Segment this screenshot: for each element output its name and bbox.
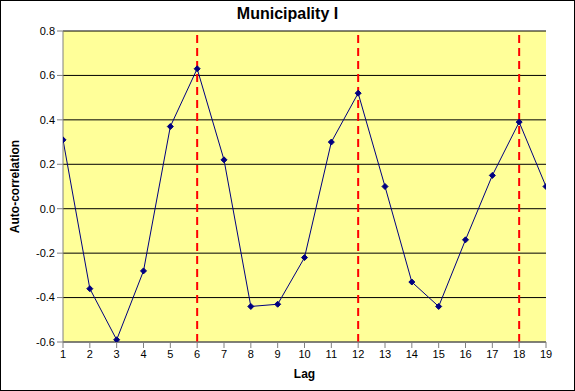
svg-text:18: 18 (513, 348, 525, 360)
svg-text:17: 17 (486, 348, 498, 360)
svg-text:-0.2: -0.2 (36, 247, 55, 259)
svg-text:13: 13 (379, 348, 391, 360)
svg-text:0.8: 0.8 (40, 25, 55, 37)
svg-text:3: 3 (114, 348, 120, 360)
svg-text:10: 10 (298, 348, 310, 360)
svg-text:15: 15 (433, 348, 445, 360)
svg-text:Lag: Lag (294, 367, 315, 381)
svg-text:-0.6: -0.6 (36, 336, 55, 348)
svg-text:-0.4: -0.4 (36, 291, 55, 303)
svg-text:4: 4 (140, 348, 146, 360)
svg-text:12: 12 (352, 348, 364, 360)
html-text:Municipality I: Municipality I (236, 5, 339, 22)
svg-text:7: 7 (221, 348, 227, 360)
svg-text:0.4: 0.4 (40, 114, 55, 126)
svg-text:0.6: 0.6 (40, 69, 55, 81)
svg-text:1: 1 (60, 348, 66, 360)
svg-text:5: 5 (167, 348, 173, 360)
svg-text:Auto-correlation: Auto-correlation (8, 140, 22, 233)
svg-text:6: 6 (194, 348, 200, 360)
svg-text:16: 16 (459, 348, 471, 360)
svg-text:9: 9 (275, 348, 281, 360)
svg-text:19: 19 (540, 348, 552, 360)
svg-text:11: 11 (326, 348, 337, 360)
svg-text:0.0: 0.0 (40, 203, 55, 215)
svg-text:2: 2 (87, 348, 93, 360)
svg-text:8: 8 (248, 348, 254, 360)
svg-text:14: 14 (406, 348, 418, 360)
svg-text:0.2: 0.2 (40, 158, 55, 170)
